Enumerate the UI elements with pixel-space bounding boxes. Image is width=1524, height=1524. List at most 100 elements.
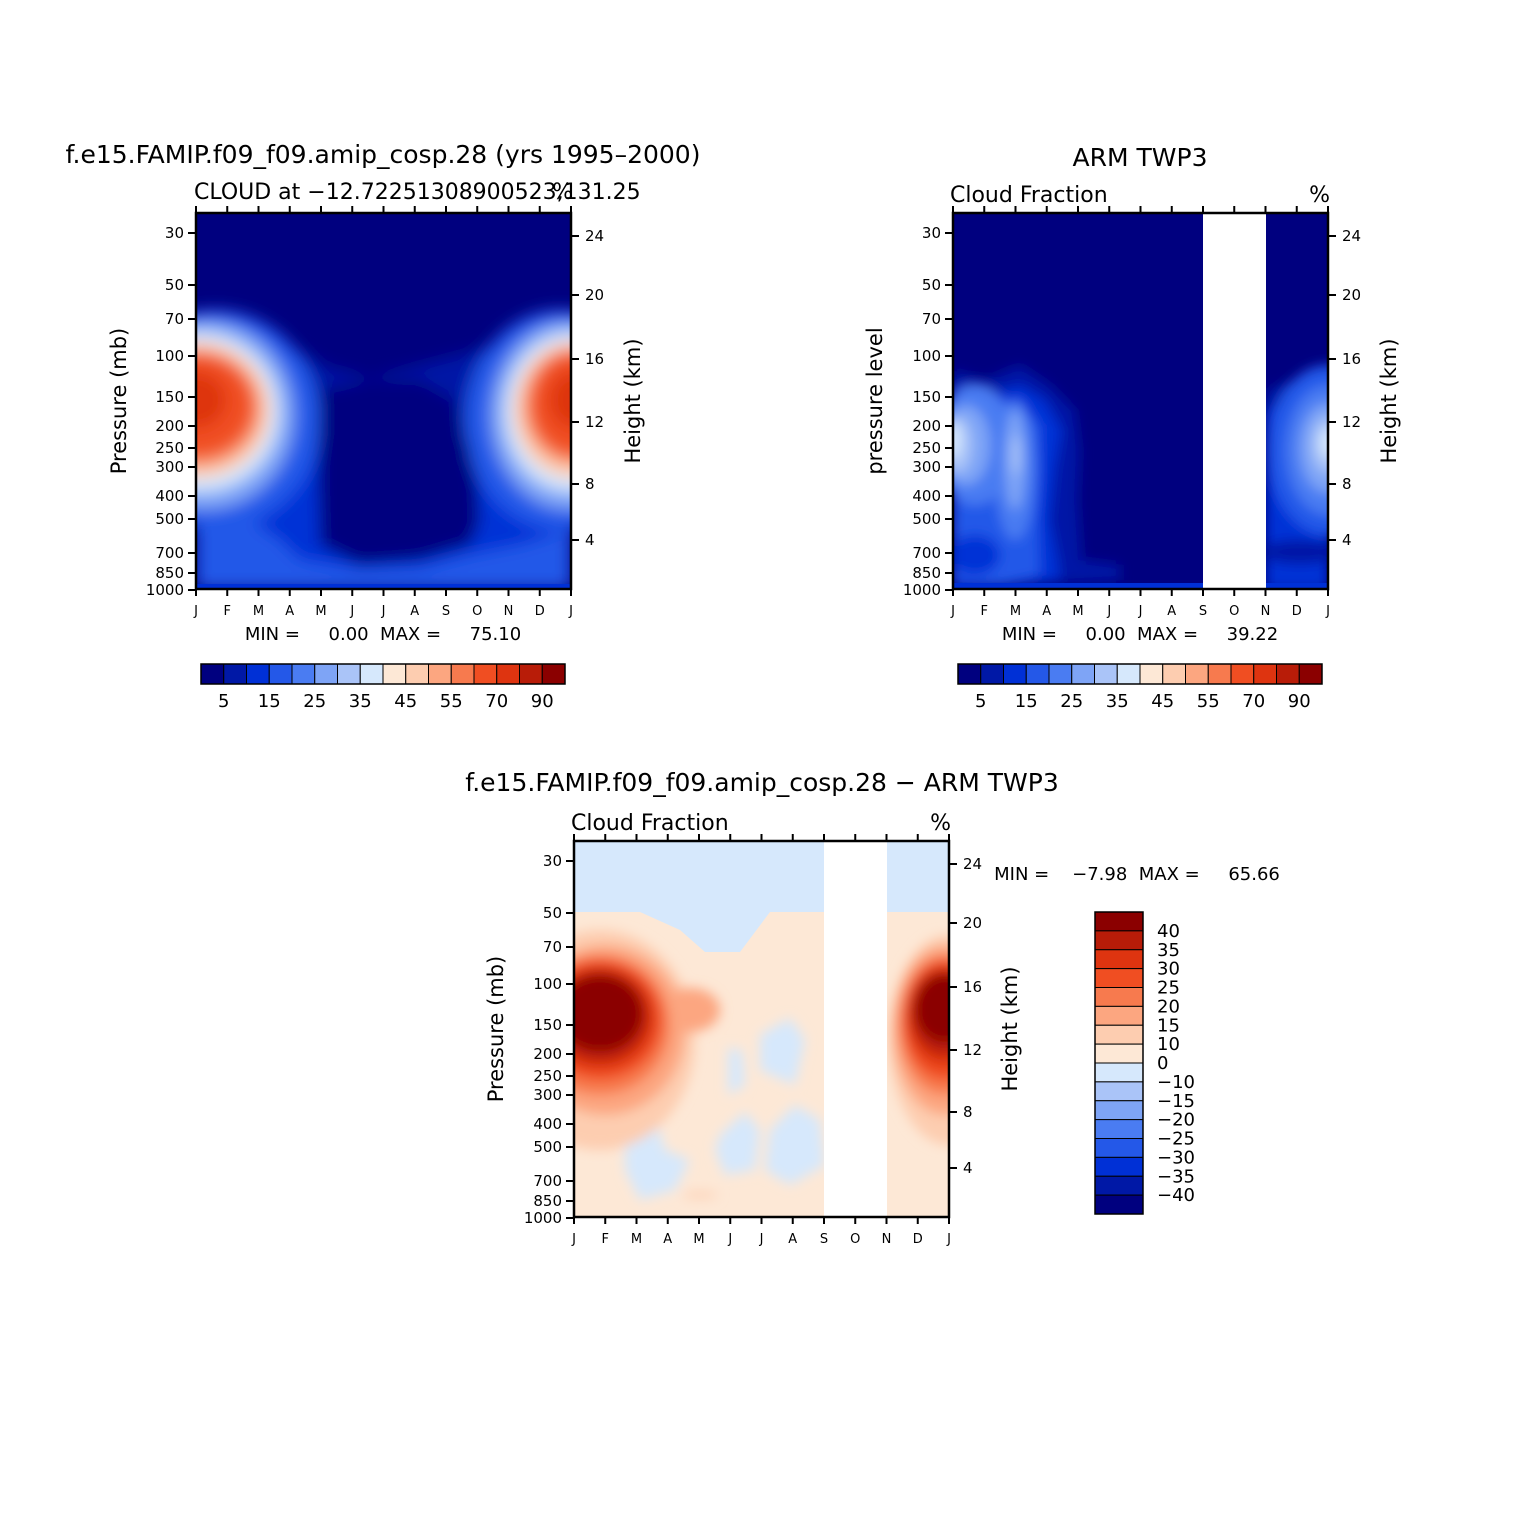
colorbar-swatch: [1094, 1119, 1144, 1139]
pressure-tick-label: 50: [543, 904, 562, 922]
pressure-tick-label: 1000: [903, 581, 941, 599]
colorbar-swatch: [1094, 663, 1118, 685]
pressure-tick-label: 500: [155, 510, 184, 528]
colorbar-swatch: [1071, 663, 1095, 685]
pressure-tick-label: 70: [922, 310, 941, 328]
x-tick-label: F: [602, 1232, 609, 1247]
colorbar-tick-label: 20: [1157, 996, 1180, 1017]
colorbar-tick-label: 45: [1151, 691, 1174, 712]
pressure-tick-label: 50: [922, 276, 941, 294]
pressure-tick-label: 850: [533, 1192, 562, 1210]
x-tick-label: A: [1042, 604, 1051, 619]
colorbar-swatch: [1139, 663, 1164, 685]
height-tick-label: 24: [963, 855, 982, 873]
panel-diff: f.e15.FAMIP.f09_f09.amip_cosp.28 − ARM T…: [465, 768, 1280, 1247]
pressure-tick-label: 250: [155, 439, 184, 457]
colorbar-swatch: [1094, 1156, 1144, 1177]
pressure-tick-label: 70: [165, 310, 184, 328]
pressure-tick-label: 400: [533, 1115, 562, 1133]
panel-model-colorbar: 5 15 25 35 45 55 70 90: [200, 663, 566, 712]
x-tick-label: A: [285, 604, 294, 619]
colorbar-swatch: [1025, 663, 1050, 685]
height-tick-label: 24: [585, 227, 604, 245]
colorbar-tick-label: 25: [1060, 691, 1083, 712]
colorbar-swatch: [1094, 1138, 1144, 1158]
panel-model-minmax: MIN = 0.00 MAX = 75.10: [245, 624, 521, 645]
panel-diff-title: f.e15.FAMIP.f09_f09.amip_cosp.28 − ARM T…: [465, 768, 1058, 797]
height-tick-label: 16: [585, 350, 604, 368]
x-tick-label: J: [349, 604, 354, 619]
x-tick-label: N: [882, 1232, 892, 1247]
colorbar-swatch: [1185, 663, 1209, 685]
panel-diff-ylabel: Pressure (mb): [484, 956, 508, 1103]
pressure-tick-label: 100: [533, 975, 562, 993]
colorbar-swatch: [428, 663, 452, 685]
panel-model-title: f.e15.FAMIP.f09_f09.amip_cosp.28 (yrs 19…: [66, 140, 701, 169]
colorbar-tick-label: 15: [258, 691, 281, 712]
panel-model: f.e15.FAMIP.f09_f09.amip_cosp.28 (yrs 19…: [66, 140, 701, 712]
colorbar-swatch: [957, 663, 982, 685]
colorbar-swatch: [1116, 663, 1141, 685]
colorbar-swatch: [1276, 663, 1300, 685]
height-tick-label: 16: [1342, 350, 1361, 368]
panel-model-units: %: [552, 180, 573, 205]
panel-model-ylabel: Pressure (mb): [107, 328, 131, 475]
height-tick-label: 8: [1342, 475, 1352, 493]
pressure-tick-label: 250: [533, 1067, 562, 1085]
colorbar-tick-label: 15: [1015, 691, 1038, 712]
x-tick-label: N: [1261, 604, 1271, 619]
x-tick-label: S: [820, 1232, 828, 1247]
panel-obs-subtitle: Cloud Fraction: [950, 183, 1108, 208]
x-tick-label: N: [504, 604, 514, 619]
pressure-tick-label: 1000: [146, 581, 184, 599]
x-tick-label: J: [727, 1232, 732, 1247]
x-tick-label: O: [850, 1232, 860, 1247]
pressure-tick-label: 250: [912, 439, 941, 457]
x-tick-label: O: [472, 604, 482, 619]
x-tick-label: J: [568, 604, 573, 619]
x-tick-label: J: [1325, 604, 1330, 619]
colorbar-tick-label: 30: [1157, 959, 1180, 980]
colorbar-swatch: [1094, 987, 1144, 1007]
x-tick-label: M: [253, 604, 264, 619]
colorbar-tick-label: 25: [303, 691, 326, 712]
pressure-tick-label: 500: [912, 510, 941, 528]
panel-model-field: [196, 213, 571, 589]
pressure-tick-label: 200: [155, 417, 184, 435]
height-tick-label: 16: [963, 978, 982, 996]
colorbar-swatch: [1094, 1194, 1144, 1215]
pressure-tick-label: 30: [165, 224, 184, 242]
x-tick-label: M: [315, 604, 326, 619]
colorbar-tick-label: 10: [1157, 1034, 1180, 1055]
colorbar-swatch: [382, 663, 407, 685]
pressure-tick-label: 50: [165, 276, 184, 294]
panel-obs-ylabel-right: Height (km): [1377, 338, 1401, 463]
colorbar-swatch: [496, 663, 520, 685]
colorbar-swatch: [1094, 1062, 1144, 1083]
colorbar-swatch: [200, 663, 225, 685]
pressure-tick-label: 30: [543, 852, 562, 870]
pressure-tick-label: 150: [155, 388, 184, 406]
height-tick-label: 4: [1342, 531, 1352, 549]
colorbar-tick-label: 55: [440, 691, 463, 712]
colorbar-swatch: [1094, 968, 1144, 988]
colorbar-swatch: [1162, 663, 1186, 685]
panel-obs-field: [953, 213, 1328, 589]
panel-diff-minmax: MIN = −7.98 MAX = 65.66: [994, 864, 1280, 885]
height-tick-label: 20: [1342, 286, 1361, 304]
pressure-tick-label: 700: [912, 544, 941, 562]
panel-obs-colorbar: 5 15 25 35 45 55 70 90: [957, 663, 1323, 712]
colorbar-swatch: [1094, 949, 1144, 970]
colorbar-tick-label: 90: [531, 691, 554, 712]
colorbar-swatch: [1094, 1081, 1144, 1102]
colorbar-swatch: [223, 663, 247, 685]
pressure-tick-label: 500: [533, 1138, 562, 1156]
panel-diff-units: %: [930, 811, 951, 836]
x-tick-label: J: [193, 604, 198, 619]
colorbar-tick-label: −10: [1157, 1072, 1195, 1093]
height-tick-label: 12: [963, 1041, 982, 1059]
x-tick-label: D: [1292, 604, 1302, 619]
